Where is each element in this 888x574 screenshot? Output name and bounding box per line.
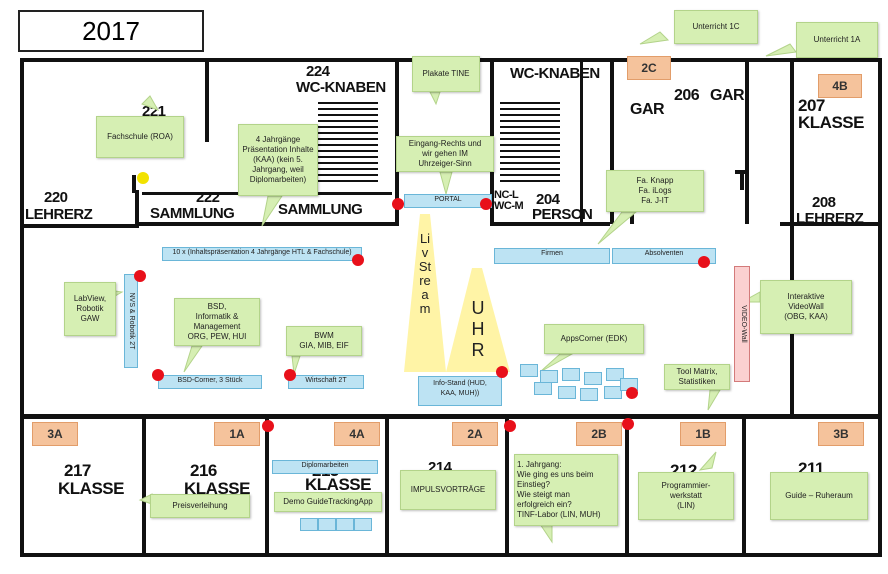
marker-dot	[622, 418, 634, 430]
stand-infostand: Info-Stand (HUD, KAA, MUH))	[418, 376, 502, 406]
marker-dot	[134, 270, 146, 282]
note-jahrgaenge: 4 Jahrgänge Präsentation Inhalte (KAA) (…	[238, 124, 318, 196]
room-220-number: 220	[44, 189, 68, 206]
note-impulsvortraege: IMPULSVORTRÄGE	[400, 470, 496, 510]
room-222-number: 222	[196, 189, 220, 206]
tag-4a: 4A	[334, 422, 380, 446]
stand-nvs-robotik: NVS & Robotik 2T	[124, 274, 138, 368]
room-sammlung-label-2: SAMMLUNG	[278, 201, 363, 218]
stand-absolventen: Absolventen	[612, 248, 716, 264]
note-unterricht-1c: Unterricht 1C	[674, 10, 758, 44]
room-nc-wc-label: NC-L WC-M	[494, 189, 524, 212]
room-215-label: KLASSE	[305, 475, 371, 494]
note-demo-guidetracking: Demo GuideTrackingApp	[274, 492, 382, 512]
room-gar-label-2: GAR	[710, 87, 745, 104]
room-216-number: 216	[190, 461, 217, 480]
uhr-beam	[446, 268, 510, 372]
tag-2b: 2B	[576, 422, 622, 446]
stand-portal: PORTAL	[404, 194, 492, 208]
room-wc-left-label: WC-KNABEN	[296, 79, 386, 96]
room-224-number: 224	[306, 63, 330, 80]
note-appscorner: AppsCorner (EDK)	[544, 324, 644, 354]
marker-dot	[352, 254, 364, 266]
marker-dot-yellow	[137, 172, 149, 184]
tag-1a: 1A	[214, 422, 260, 446]
room-207-label: KLASSE	[798, 113, 864, 132]
stand-videowall: VIDEO-Wall	[734, 266, 750, 382]
room-lehrerz-left-label: LEHRERZ	[25, 206, 93, 223]
marker-dot	[392, 198, 404, 210]
marker-dot	[698, 256, 710, 268]
marker-dot	[262, 420, 274, 432]
marker-dot	[504, 420, 516, 432]
note-guide-ruheraum: Guide – Ruheraum	[770, 472, 868, 520]
stand-inhalte: 10 x (Inhaltspräsentation 4 Jahrgänge HT…	[162, 247, 362, 261]
room-sammlung-label-1: SAMMLUNG	[150, 205, 235, 222]
note-fachschule: Fachschule (ROA)	[96, 116, 184, 158]
note-preisverleihung: Preisverleihung	[150, 494, 250, 518]
marker-dot	[626, 387, 638, 399]
room-217-label: KLASSE	[58, 479, 124, 498]
stand-nvs-robotik-label: NVS & Robotik 2T	[128, 292, 135, 350]
room-gar-label-1: GAR	[630, 101, 665, 118]
room-person-label: PERSON	[532, 206, 593, 223]
uhr-label: UHR	[471, 298, 485, 360]
stand-wirtschaft: Wirtschaft 2T	[288, 375, 364, 389]
tag-3a: 3A	[32, 422, 78, 446]
note-eingang: Eingang-Rechts und wir gehen IM Uhrzeige…	[396, 136, 494, 172]
room-208-number: 208	[812, 194, 836, 211]
room-lehrerz-right-label: LEHRERZ	[796, 210, 864, 227]
livestream-beam	[404, 214, 446, 372]
year-title: 2017	[18, 10, 204, 52]
note-jahrgang1: 1. Jahrgang: Wie ging es uns beim Einsti…	[514, 454, 618, 526]
stand-diplomarbeiten: Diplomarbeiten	[272, 460, 378, 474]
note-labview: LabView, Robotik GAW	[64, 282, 116, 336]
marker-dot	[284, 369, 296, 381]
marker-dot	[152, 369, 164, 381]
marker-dot	[496, 366, 508, 378]
room-204-number: 204	[536, 191, 560, 208]
livestream-label: LivStream	[418, 231, 432, 316]
room-207-number: 207	[798, 96, 825, 115]
note-plakate: Plakate TINE	[412, 56, 480, 92]
stand-bsd-corner: BSD-Corner, 3 Stück	[158, 375, 262, 389]
tag-1b: 1B	[680, 422, 726, 446]
tag-4b: 4B	[818, 74, 862, 98]
note-bwm: BWM GIA, MIB, EIF	[286, 326, 362, 356]
note-programmierwerkstatt: Programmier- werkstatt (LIN)	[638, 472, 734, 520]
room-206-number: 206	[674, 87, 700, 104]
room-221-number: 221	[142, 103, 166, 120]
note-unterricht-1a: Unterricht 1A	[796, 22, 878, 58]
note-bsd: BSD, Informatik & Management ORG, PEW, H…	[174, 298, 260, 346]
marker-dot	[480, 198, 492, 210]
room-wc-right-label: WC-KNABEN	[510, 65, 600, 82]
stand-firmen: Firmen	[494, 248, 610, 264]
tag-2c: 2C	[627, 56, 671, 80]
note-videowall: Interaktive VideoWall (OBG, KAA)	[760, 280, 852, 334]
room-217-number: 217	[64, 461, 91, 480]
note-toolmatrix: Tool Matrix, Statistiken	[664, 364, 730, 390]
tag-3b: 3B	[818, 422, 864, 446]
room-216-label: KLASSE	[184, 479, 250, 498]
note-firmen: Fa. Knapp Fa. iLogs Fa. J-IT	[606, 170, 704, 212]
stand-videowall-label: VIDEO-Wall	[740, 305, 747, 343]
tag-2a: 2A	[452, 422, 498, 446]
